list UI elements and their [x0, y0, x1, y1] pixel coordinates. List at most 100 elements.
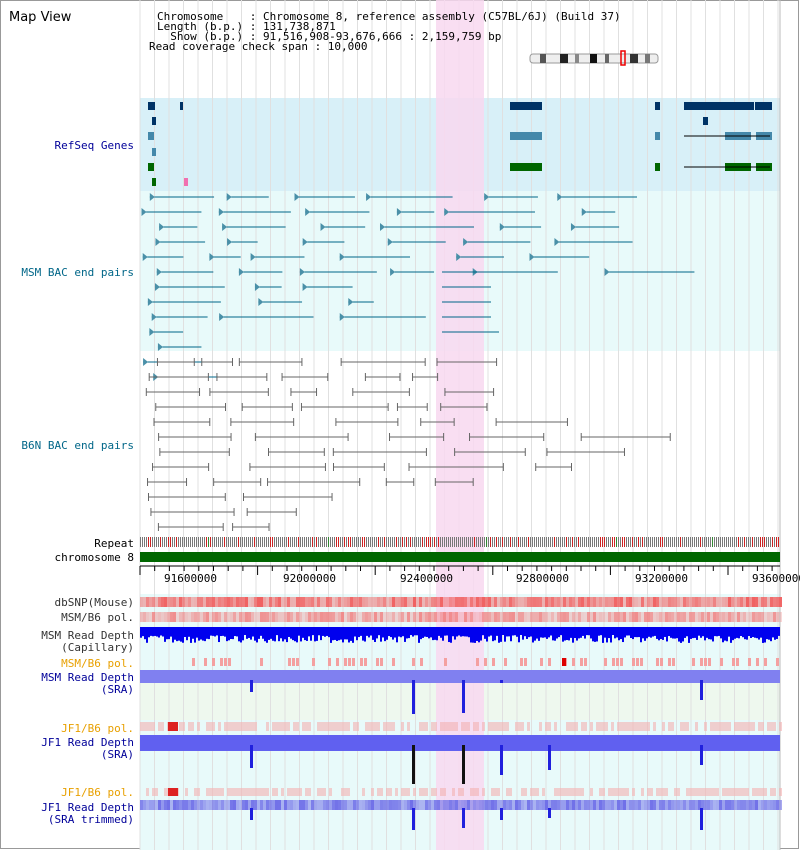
bac-end — [142, 253, 148, 261]
pol-mark — [494, 722, 497, 731]
pol-mark — [680, 722, 683, 731]
depth-mark — [192, 627, 194, 639]
pol-mark — [452, 788, 455, 796]
pol-mark — [323, 788, 326, 796]
depth-mark — [596, 627, 598, 642]
dbsnp-mark — [473, 597, 476, 607]
depth-mark — [623, 800, 626, 810]
pol-mark — [764, 788, 767, 796]
repeat-mark — [164, 537, 165, 547]
depth-mark — [536, 627, 538, 639]
pol-mark — [374, 612, 377, 622]
depth-mark — [416, 800, 419, 810]
pol-mark — [320, 722, 323, 731]
repeat-mark — [370, 537, 371, 547]
pol-mark — [272, 722, 275, 731]
depth-mark — [490, 627, 492, 636]
pol-mark — [425, 722, 428, 731]
dbsnp-mark — [416, 597, 419, 607]
pol-mark — [707, 788, 710, 796]
pol-mark — [152, 612, 155, 622]
depth-mark — [570, 627, 572, 638]
depth-mark — [377, 800, 380, 810]
pol-mark — [740, 612, 743, 622]
depth-mark — [598, 627, 600, 636]
pol-mark — [296, 722, 299, 731]
pol-mark — [320, 612, 323, 622]
gene-feature — [152, 148, 156, 156]
pol-mark — [701, 788, 704, 796]
depth-spike — [250, 745, 253, 768]
pol-mark — [326, 612, 329, 622]
depth-mark — [308, 800, 311, 810]
ideogram-band — [560, 54, 568, 63]
repeat-mark — [638, 537, 639, 547]
bac-end — [387, 238, 393, 246]
depth-mark — [209, 800, 212, 810]
pol-mark — [368, 722, 371, 731]
pol-mark — [149, 722, 152, 731]
depth-mark — [191, 800, 194, 810]
repeat-mark — [216, 537, 217, 547]
pol-mark — [350, 612, 353, 622]
depth-mark — [728, 627, 730, 637]
pol-mark — [746, 612, 749, 622]
depth-mark — [520, 627, 522, 636]
pol-mark — [386, 788, 389, 796]
repeat-mark — [472, 537, 473, 547]
pol-mark — [503, 612, 506, 622]
depth-mark — [419, 800, 422, 810]
repeat-mark — [670, 537, 671, 547]
repeat-mark — [572, 537, 573, 547]
pol-mark — [746, 788, 749, 796]
pol-mark — [473, 722, 476, 731]
repeat-mark — [698, 537, 699, 547]
pol-mark — [557, 612, 560, 622]
repeat-mark — [692, 537, 693, 547]
bac-end — [320, 223, 326, 231]
dbsnp-mark — [260, 597, 263, 607]
pol-mark — [395, 612, 398, 622]
repeat-mark — [412, 537, 413, 547]
pol-mark — [233, 612, 236, 622]
depth-mark — [580, 627, 582, 638]
axis-tick-label: 93600000 — [752, 572, 800, 585]
pol-mark — [284, 722, 287, 731]
depth-mark — [236, 627, 238, 637]
dbsnp-mark — [164, 597, 167, 607]
pol-mark — [758, 788, 761, 796]
pol-mark — [548, 722, 551, 731]
depth-mark — [222, 627, 224, 636]
depth-mark — [278, 800, 281, 810]
pol-mark — [740, 788, 743, 796]
pol-mark — [695, 788, 698, 796]
pol-mark — [488, 722, 491, 731]
dbsnp-mark — [437, 597, 440, 607]
depth-mark — [612, 627, 614, 636]
pol-mark — [635, 612, 638, 622]
pol-mark — [444, 658, 447, 666]
pol-mark — [239, 788, 242, 796]
axis-tick-label: 92800000 — [516, 572, 569, 585]
read-coverage-info: Read coverage check span : 10,000 — [149, 40, 368, 53]
depth-mark — [534, 627, 536, 641]
depth-mark — [478, 627, 480, 643]
depth-spike — [412, 808, 415, 830]
pol-mark — [356, 722, 359, 731]
dbsnp-mark — [707, 597, 710, 607]
depth-mark — [670, 627, 672, 638]
dbsnp-mark — [185, 597, 188, 607]
pol-mark — [632, 658, 635, 666]
depth-mark — [233, 800, 236, 810]
pol-mark — [365, 612, 368, 622]
depth-mark — [284, 627, 286, 640]
repeat-mark — [508, 537, 509, 547]
pol-mark — [767, 612, 770, 622]
depth-mark — [196, 627, 198, 638]
pol-mark — [773, 612, 776, 622]
pol-mark — [284, 612, 287, 622]
depth-mark — [594, 627, 596, 642]
track-label-jf1-read-depth: JF1 Read Depth — [41, 736, 134, 749]
